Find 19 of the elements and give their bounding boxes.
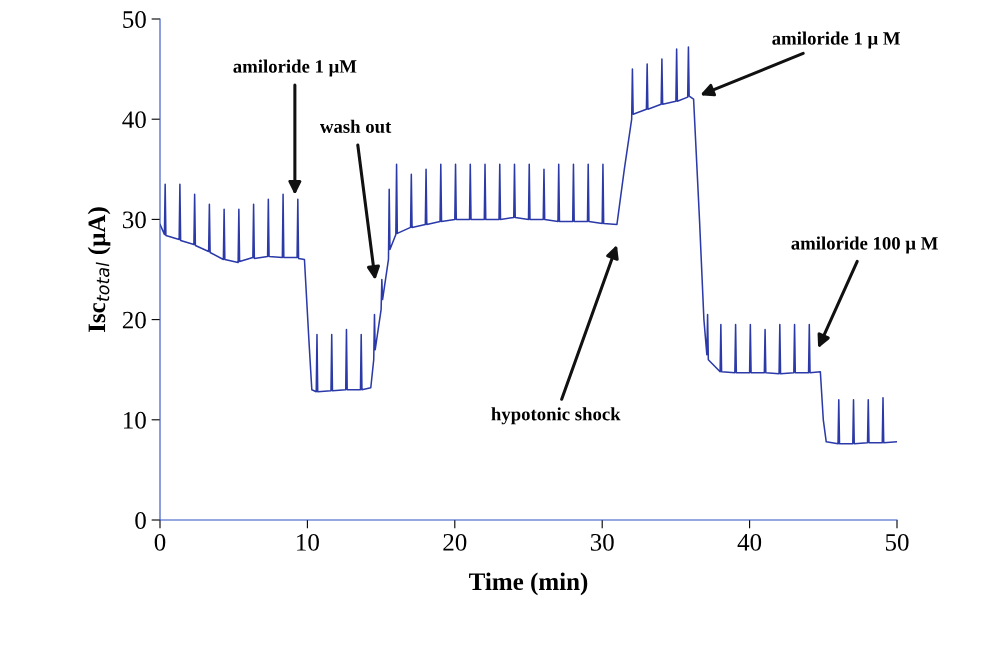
y-axis-title: Isc$_{total}$ (μA) — [87, 207, 111, 333]
y-tick-label: 10 — [124, 411, 146, 429]
annotation: amiloride 1 μM — [233, 59, 357, 77]
x-tick-label: 50 — [885, 533, 909, 551]
y-tick-label: 50 — [123, 11, 146, 28]
y-tick-label: 30 — [123, 211, 146, 229]
y-tick-label: 40 — [122, 111, 146, 129]
x-tick-label: 40 — [737, 533, 762, 551]
x-tick-label: 10 — [297, 533, 319, 551]
x-tick-label: 30 — [590, 533, 614, 551]
annotation: amiloride 1 μ M — [772, 31, 900, 49]
x-tick-label: 20 — [443, 533, 467, 551]
x-tick-label: 0 — [154, 533, 166, 551]
y-tick-label: 20 — [122, 311, 146, 329]
annotation: wash out — [319, 119, 392, 133]
annotation: amiloride 100 μ M — [791, 236, 938, 254]
y-tick-label: 0 — [135, 512, 146, 529]
annotation: hypotonic shock — [491, 407, 621, 425]
x-axis-title: Time (min) — [469, 572, 588, 596]
